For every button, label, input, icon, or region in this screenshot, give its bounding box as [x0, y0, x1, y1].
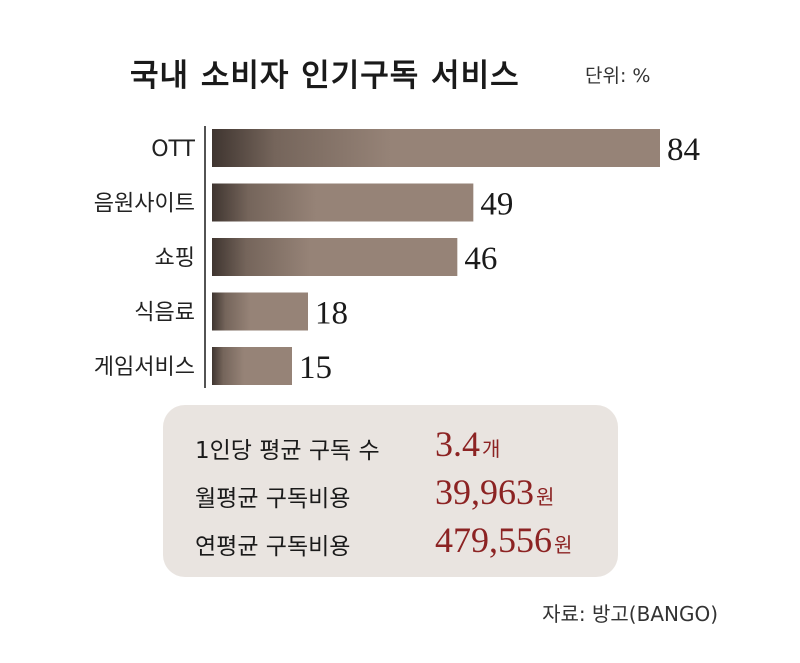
value-label: 18	[315, 296, 348, 332]
summary-value: 3.4 개	[435, 424, 501, 464]
chart-title: 국내 소비자 인기구독 서비스	[130, 58, 520, 94]
summary-row-yearly: 연평균 구독비용 479,556 원	[163, 519, 618, 563]
bar-chart: OTT 84 음원사이트 49 쇼핑 46 식음료 18 게임서비스 15	[94, 126, 700, 388]
summary-value: 479,556 원	[435, 520, 573, 560]
summary-label: 1인당 평균 구독 수	[195, 438, 380, 464]
bar	[212, 183, 474, 222]
category-label: 게임서비스	[94, 355, 195, 380]
summary-suffix: 원	[536, 485, 555, 509]
category-label: 쇼핑	[155, 246, 195, 271]
summary-label: 월평균 구독비용	[195, 486, 351, 512]
value-label: 49	[480, 187, 513, 223]
summary-suffix: 원	[554, 533, 573, 557]
summary-value: 39,963 원	[435, 472, 555, 512]
value-label: 84	[667, 132, 700, 168]
source-note: 자료: 방고(BANGO)	[542, 602, 718, 626]
summary-row-monthly: 월평균 구독비용 39,963 원	[163, 471, 618, 515]
summary-row-per-person: 1인당 평균 구독 수 3.4 개	[163, 423, 618, 467]
bar	[212, 238, 458, 276]
summary-label: 연평균 구독비용	[195, 534, 351, 560]
bar	[212, 129, 660, 167]
category-label: OTT	[151, 137, 195, 162]
value-label: 46	[464, 241, 497, 277]
summary-box: 1인당 평균 구독 수 3.4 개 월평균 구독비용 39,963 원 연평균 구독…	[163, 405, 618, 577]
bar	[212, 347, 292, 385]
summary-suffix: 개	[482, 437, 501, 461]
unit-label: 단위: %	[585, 65, 651, 87]
bar	[212, 292, 308, 331]
value-label: 15	[299, 350, 332, 386]
category-label: 음원사이트	[94, 192, 195, 217]
category-label: 식음료	[134, 301, 195, 326]
